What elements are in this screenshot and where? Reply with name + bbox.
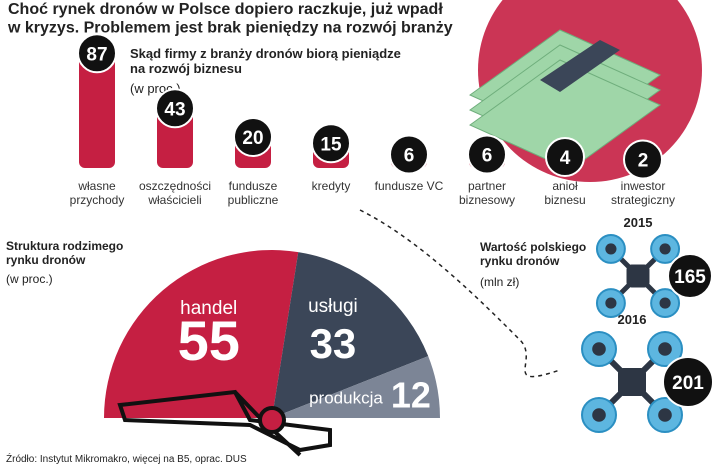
value-label: 87: [86, 44, 107, 65]
frame-hub: [258, 406, 286, 434]
drone: [581, 331, 683, 433]
value-badge: [545, 137, 585, 177]
value-label: 15: [320, 134, 342, 155]
value-label: 20: [242, 128, 263, 149]
fan-sector: [272, 356, 440, 418]
value-label: 4: [560, 148, 571, 169]
category-label: fundusze VC: [375, 179, 444, 193]
category-label: własne przychody: [70, 179, 125, 207]
rotor-hub: [605, 243, 617, 255]
fan-sector: [104, 250, 299, 418]
category-label: fundusze publiczne: [228, 179, 279, 207]
value-label: 6: [482, 146, 493, 167]
value-label: 201: [672, 373, 704, 394]
chart-title: Skąd firmy z branży dronów biorą pieniąd…: [130, 46, 401, 76]
rotor-hub: [658, 408, 672, 422]
connector: [359, 209, 561, 378]
chart-title: Wartość polskiego rynku dronów: [480, 240, 586, 268]
value-badge: [389, 134, 429, 175]
money-illustration: [469, 0, 702, 182]
value-badge: [467, 134, 507, 175]
value-badge: [311, 123, 351, 164]
category-label: anioł biznesu: [544, 179, 585, 207]
bar: [79, 47, 115, 168]
drone-body: [618, 368, 646, 396]
rotor-hub: [605, 297, 617, 309]
year-label: 2015: [624, 215, 653, 230]
value-label: 2: [638, 151, 649, 172]
category-label: partner biznesowy: [459, 179, 515, 207]
year-label: 2016: [618, 312, 647, 327]
sector-name: usługi: [308, 296, 358, 317]
rotor-hub: [659, 297, 671, 309]
fan-sector: [272, 252, 429, 418]
sector-value: 55: [178, 309, 240, 372]
drone-body: [626, 264, 650, 288]
sector-value: 12: [391, 374, 431, 415]
rotor-hub: [659, 243, 671, 255]
category-label: inwestor strategiczny: [611, 179, 675, 207]
value-badge: [667, 253, 713, 299]
sector-name: produkcja: [309, 388, 383, 407]
value-label: 43: [164, 99, 185, 120]
rotor-hub: [592, 342, 606, 356]
chart-subtitle: (mln zł): [480, 275, 519, 289]
rotor-hub: [592, 408, 606, 422]
value-label: 6: [404, 146, 415, 167]
sector-value: 33: [310, 320, 357, 367]
value-badge: [77, 33, 117, 74]
value-badge: [233, 117, 273, 157]
drone: [595, 233, 681, 319]
title: Choć rynek dronów w Polsce dopiero raczk…: [7, 1, 453, 36]
rotor-hub: [658, 342, 672, 356]
sector-name: handel: [180, 298, 237, 319]
category-label: kredyty: [312, 179, 351, 193]
category-label: oszczędności właścicieli: [139, 179, 211, 207]
chart-subtitle: (w proc.): [6, 272, 53, 286]
value-label: 165: [674, 267, 706, 288]
value-badge: [623, 139, 663, 180]
value-badge: [662, 356, 714, 408]
chart-title: Struktura rodzimego rynku dronów: [6, 239, 123, 267]
source: Źródło: Instytut Mikromakro, więcej na B…: [6, 452, 247, 465]
value-badge: [155, 88, 195, 129]
